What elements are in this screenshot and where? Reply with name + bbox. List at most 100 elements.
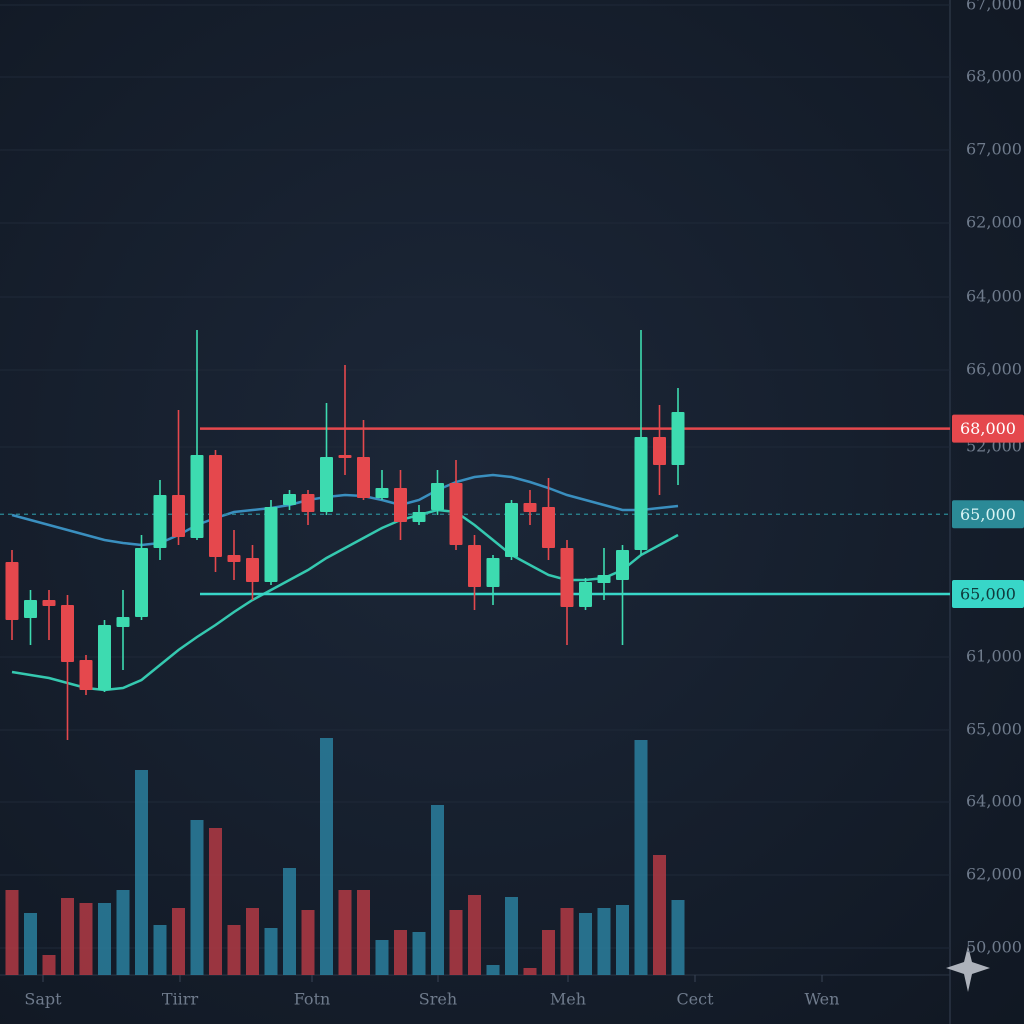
candle-body xyxy=(634,437,648,550)
moving-average xyxy=(11,473,679,547)
candle-body xyxy=(320,457,333,512)
volume-bar xyxy=(5,890,19,975)
candle-body xyxy=(135,548,148,617)
volume-bar xyxy=(42,955,56,975)
y-axis-label: 62,000 xyxy=(966,865,1022,884)
candle-body xyxy=(375,488,389,498)
volume-bar xyxy=(320,738,333,975)
volume-bar xyxy=(394,930,407,975)
candle-body xyxy=(542,507,555,548)
volume-bar xyxy=(671,900,685,975)
y-axis-label: 67,000 xyxy=(966,140,1022,159)
candle-body xyxy=(338,455,352,458)
candle-body xyxy=(153,495,167,548)
candle-body xyxy=(597,575,611,583)
candle-body xyxy=(671,412,685,465)
volume-bar xyxy=(116,890,130,975)
price-tag-bg xyxy=(952,414,1024,443)
volume-bar xyxy=(190,820,204,975)
volume-bar xyxy=(505,897,518,975)
candle-body xyxy=(79,660,93,690)
volume-bar xyxy=(616,905,629,975)
y-axis-label: 61,000 xyxy=(966,647,1022,666)
candle-body xyxy=(209,455,222,557)
x-axis-label: Meh xyxy=(550,990,586,1009)
volume-bar xyxy=(301,910,315,975)
volume-bar xyxy=(542,930,555,975)
volume-bar xyxy=(283,868,296,975)
volume-bar xyxy=(560,908,574,975)
candle-body xyxy=(449,483,463,545)
volume-bar xyxy=(246,908,259,975)
volume-bar xyxy=(98,903,111,975)
volume-bar xyxy=(412,932,426,975)
y-axis-label: 67,000 xyxy=(966,0,1022,14)
y-axis-label: 68,000 xyxy=(966,67,1022,86)
candle-body xyxy=(283,494,296,505)
candle-body xyxy=(264,507,278,582)
y-axis-label: 62,000 xyxy=(966,213,1022,232)
y-axis-label: 50,000 xyxy=(966,938,1022,957)
volume-bar xyxy=(653,855,666,975)
candle-body xyxy=(357,457,370,498)
volume-bar xyxy=(338,890,352,975)
y-axis-label: 66,000 xyxy=(966,360,1022,379)
x-axis-label: Wen xyxy=(805,990,840,1009)
candle-body xyxy=(523,503,537,512)
candle-body xyxy=(227,555,241,562)
volume-bar xyxy=(468,895,481,975)
candle-body xyxy=(560,548,574,607)
volume-bar xyxy=(153,925,167,975)
volume-bar xyxy=(135,770,148,975)
volume-bar xyxy=(209,828,222,975)
candle-body xyxy=(246,558,259,582)
y-axis-label: 64,000 xyxy=(966,287,1022,306)
candle-body xyxy=(116,617,130,627)
x-axis-label: Sapt xyxy=(24,990,62,1009)
volume-bar xyxy=(264,928,278,975)
candle-body xyxy=(505,503,518,557)
volume-bar xyxy=(172,908,185,975)
candle-body xyxy=(579,582,592,607)
volume-bar xyxy=(597,908,611,975)
volume-bar xyxy=(486,965,500,975)
volume-bar xyxy=(79,903,93,975)
volume-bar xyxy=(523,968,537,975)
candle-body xyxy=(431,483,444,510)
volume-bar xyxy=(61,898,74,975)
x-axis-label: Fotn xyxy=(294,990,331,1009)
y-axis-label: 64,000 xyxy=(966,792,1022,811)
price-tag: 68,000 xyxy=(960,419,1016,438)
candle-body xyxy=(468,545,481,587)
x-axis-label: Sreh xyxy=(419,990,457,1009)
candle-body xyxy=(616,550,629,580)
y-axis-label: 65,000 xyxy=(966,720,1022,739)
volume-bar xyxy=(357,890,370,975)
x-axis-label: Tiirr xyxy=(162,990,199,1009)
volume-bar xyxy=(375,940,389,975)
volume-bar xyxy=(449,910,463,975)
candle-body xyxy=(24,600,37,618)
candle-body xyxy=(394,488,407,522)
candle-body xyxy=(172,495,185,537)
candle-body xyxy=(190,455,204,538)
volume-bar xyxy=(579,913,592,975)
support-tag: 65,000 xyxy=(960,585,1016,604)
support-tag-bg xyxy=(952,580,1024,608)
candle-body xyxy=(653,437,666,465)
candle-body xyxy=(61,605,74,662)
x-axis-label: Cect xyxy=(676,990,714,1009)
candle-body xyxy=(486,558,500,587)
candle-body xyxy=(98,625,111,690)
candle-body xyxy=(42,600,56,606)
volume-bar xyxy=(24,913,37,975)
candle-body xyxy=(5,562,19,620)
price-tag-bg xyxy=(952,500,1024,529)
volume-bar xyxy=(431,805,444,975)
volume-bar xyxy=(227,925,241,975)
candle-body xyxy=(301,494,315,512)
sparkle-icon xyxy=(946,946,990,992)
price-tag: 65,000 xyxy=(960,505,1016,524)
